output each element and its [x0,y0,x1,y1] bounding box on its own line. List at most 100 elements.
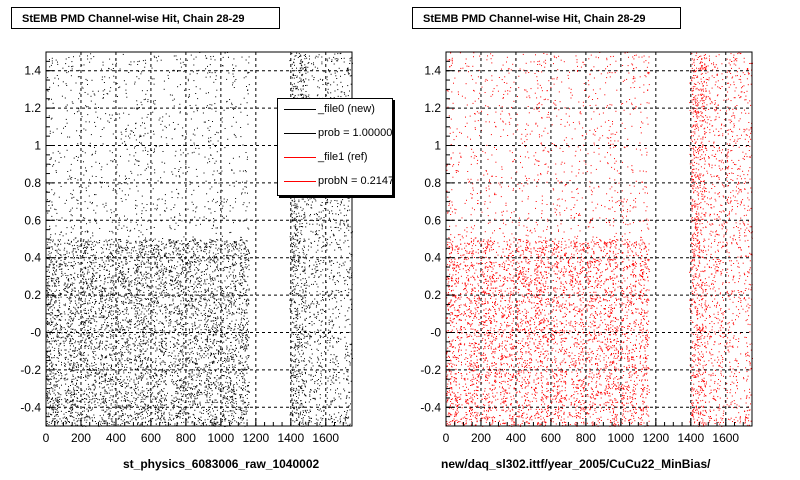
scatter-point [196,287,198,288]
scatter-point [248,337,250,339]
scatter-point [179,281,181,283]
scatter-point [95,301,96,302]
scatter-point [82,240,84,242]
scatter-point [69,407,71,409]
scatter-point [179,273,181,275]
scatter-point [156,298,158,300]
scatter-point [179,311,181,313]
scatter-point [180,385,182,387]
scatter-point [109,287,111,289]
scatter-point [137,344,139,346]
scatter-point [129,302,131,304]
scatter-point [212,342,214,344]
scatter-point [126,358,128,360]
scatter-point [143,390,145,392]
scatter-point [47,396,49,398]
scatter-point [122,380,124,382]
scatter-point [133,308,135,310]
scatter-point [100,376,102,378]
scatter-point [179,359,181,361]
scatter-point [54,373,56,375]
scatter-point [112,261,114,263]
scatter-point [73,306,75,308]
scatter-point [178,343,180,345]
scatter-point [152,253,154,255]
scatter-point [73,392,75,394]
scatter-point [90,255,92,256]
scatter-point [151,277,153,279]
scatter-point [233,277,235,279]
scatter-point [198,345,200,347]
scatter-point [68,239,70,241]
scatter-point [196,245,198,247]
scatter-point [76,362,78,364]
scatter-point [151,367,153,369]
scatter-point [78,324,80,326]
scatter-point [231,280,233,282]
scatter-point [217,286,219,288]
scatter-point [124,398,126,400]
scatter-point [48,281,50,283]
scatter-point [144,410,146,412]
scatter-point [66,417,67,418]
scatter-point [230,266,232,268]
scatter-point [59,343,61,345]
scatter-point [146,261,148,263]
scatter-point [212,256,213,258]
scatter-point [96,280,98,282]
scatter-point [50,260,52,262]
scatter-point [140,415,142,417]
scatter-point [243,293,245,295]
scatter-point [201,423,203,425]
scatter-point [108,413,110,415]
scatter-point [82,354,84,356]
scatter-point [174,355,176,357]
scatter-point [215,387,217,389]
scatter-point [52,418,54,420]
scatter-point [170,361,172,363]
scatter-point [55,301,57,303]
scatter-point [107,381,109,382]
scatter-point [147,366,149,368]
scatter-point [76,254,78,256]
scatter-point [154,263,156,265]
scatter-point [189,282,191,284]
scatter-point [188,332,190,334]
scatter-point [64,420,66,422]
scatter-point [229,295,231,297]
scatter-point [55,269,57,271]
scatter-point [240,313,242,315]
scatter-point [194,321,196,323]
scatter-point [83,291,85,293]
scatter-point [123,400,125,402]
scatter-point [48,407,50,409]
scatter-point [148,260,149,261]
scatter-point [119,247,121,249]
scatter-point [189,301,191,303]
scatter-point [149,391,151,393]
scatter-point [112,292,114,294]
scatter-point [58,345,60,347]
scatter-point [130,337,132,339]
scatter-point [94,280,96,282]
scatter-point [206,259,207,261]
scatter-point [161,264,163,266]
scatter-point [143,335,145,337]
scatter-point [88,300,90,302]
scatter-point [235,372,237,374]
scatter-point [174,280,175,282]
scatter-point [212,325,214,327]
scatter-point [116,300,118,302]
scatter-point [117,292,119,294]
scatter-point [242,369,244,371]
scatter-point [241,267,243,269]
scatter-point [105,295,107,297]
scatter-point [159,329,161,331]
scatter-point [135,278,137,280]
scatter-point [232,398,234,400]
scatter-point [165,395,167,397]
scatter-point [232,401,234,403]
scatter-point [238,363,240,365]
scatter-point [190,379,192,381]
